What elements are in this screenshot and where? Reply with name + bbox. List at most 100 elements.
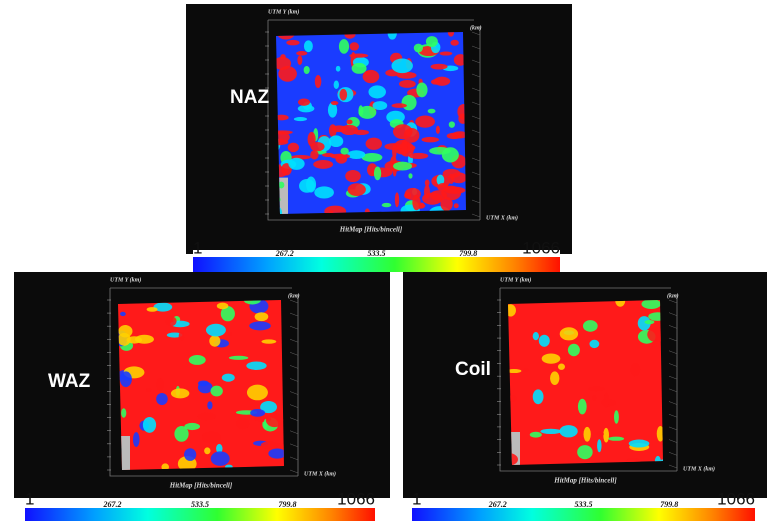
hitmap-blob	[539, 335, 550, 347]
hitmap-blob	[288, 143, 299, 152]
hitmap-blob	[629, 440, 650, 448]
hitmap-blob	[121, 408, 126, 417]
hitmap-blob	[184, 448, 196, 461]
hitmap-blob	[250, 409, 265, 417]
hitmap-blob	[206, 324, 226, 337]
hitmap-blob	[266, 413, 283, 427]
hitmap-blob	[373, 101, 388, 110]
y-axis-title: UTM Y (km)	[500, 276, 531, 283]
colorbar-title: HitMap [Hits/bincell]	[169, 482, 233, 490]
hitmap-blob	[608, 437, 624, 441]
colorbar-tick-label: 1	[193, 238, 202, 257]
hitmap-blob	[392, 103, 407, 108]
hitmap-blob	[382, 203, 392, 207]
hitmap-blob	[577, 445, 592, 459]
hitmap-blob	[431, 64, 448, 70]
hitmap-blob	[395, 192, 399, 207]
hitmap-blob	[560, 327, 578, 340]
hitmap-blob	[211, 386, 223, 397]
hitmap-blob	[147, 307, 158, 312]
hitmap-blob	[366, 138, 382, 150]
hitmap-blob	[630, 363, 640, 376]
x-axis-title: UTM X (km)	[486, 214, 518, 221]
hitmap-blob	[297, 55, 302, 65]
hitmap-blob	[391, 59, 412, 74]
hitmap-blob	[222, 374, 235, 382]
hitmap-blob	[135, 335, 154, 344]
hitmap-blob	[392, 144, 397, 159]
hitmap-blob	[614, 410, 619, 423]
hitmap-blob	[412, 195, 420, 211]
hitmap	[500, 294, 667, 469]
hitmap	[267, 25, 470, 219]
hitmap-blob	[578, 399, 587, 415]
hitmap-blob	[334, 81, 339, 89]
z-axis-title: (km)	[667, 292, 679, 299]
hitmap-blob	[331, 101, 339, 105]
hitmap-blob	[202, 431, 221, 443]
colorbar-title: HitMap [Hits/bincell]	[339, 226, 403, 234]
hitmap-blob	[340, 89, 348, 101]
hitmap-blob	[146, 388, 152, 392]
hitmap-blob	[523, 368, 528, 372]
hitmap-blob	[645, 320, 655, 324]
hitmap-blob	[584, 427, 591, 442]
hitmap-blob	[393, 124, 412, 139]
hitmap-blob	[348, 183, 366, 196]
colorbar-tick-label: 267.2	[275, 249, 294, 258]
hitmap-blob	[143, 417, 156, 433]
colorbar	[25, 508, 375, 521]
hitmap-blob	[165, 316, 176, 326]
x-axis-title: UTM X (km)	[683, 465, 715, 472]
hitmap-blob	[306, 177, 316, 193]
hitmap-blob	[540, 429, 561, 434]
hitmap-blob	[339, 39, 349, 54]
panel-label: Coil	[455, 359, 491, 380]
hitmap-blob	[204, 447, 210, 454]
hitmap-blob	[442, 147, 459, 162]
hitmap-blob	[408, 173, 412, 178]
hitmap-blob	[304, 40, 313, 52]
hitmap-blob	[451, 172, 467, 183]
hitmap-blob	[322, 153, 334, 157]
hitmap-blob	[440, 197, 452, 211]
panel-label: WAZ	[48, 371, 91, 392]
hitmap-blob	[314, 186, 334, 198]
colorbar-title: HitMap [Hits/bincell]	[553, 477, 617, 485]
colorbar-tick-label: 267.2	[488, 500, 507, 509]
hitmap-blob	[268, 448, 286, 458]
hitmap-blob	[368, 85, 386, 98]
hitmap-blob	[313, 160, 333, 169]
hitmap-blob	[310, 150, 318, 159]
hitmap-blob	[315, 75, 322, 88]
colorbar	[412, 508, 755, 521]
hitmap-blob	[261, 441, 278, 449]
hitmap-blob	[559, 425, 577, 437]
hitmap-blob	[133, 432, 140, 447]
hitmap-blob	[261, 339, 276, 343]
hitmap-blob	[209, 335, 220, 346]
hitmap-blob	[298, 99, 310, 106]
hitmap-blob	[156, 393, 168, 405]
hitmap-blob	[454, 203, 459, 208]
hitmap-blob	[336, 66, 341, 72]
z-axis-title: (km)	[288, 292, 300, 299]
hitmap-blob	[336, 154, 348, 164]
hitmap-blob	[436, 126, 440, 134]
hitmap-blob	[156, 378, 164, 391]
hitmap-blob	[358, 106, 376, 119]
z-axis-title: (km)	[470, 24, 482, 31]
hitmap-blob	[450, 40, 458, 46]
hitmap-blob	[588, 386, 605, 391]
hitmap-blob	[171, 388, 189, 398]
colorbar-tick-label: 533.5	[191, 500, 209, 509]
colorbar-tick-label: 1066	[337, 489, 375, 508]
hitmap-blob	[217, 303, 229, 310]
colorbar-tick-label: 267.2	[102, 500, 121, 509]
hitmap-blob	[255, 312, 269, 321]
panel: UTM Y (km)(km)UTM X (km)HitMap [Hits/bin…	[186, 4, 572, 272]
x-axis-title: UTM X (km)	[304, 470, 336, 477]
hitmap-blob	[530, 432, 542, 438]
hitmap-blob	[440, 52, 453, 56]
colorbar-tick-label: 1	[25, 489, 34, 508]
